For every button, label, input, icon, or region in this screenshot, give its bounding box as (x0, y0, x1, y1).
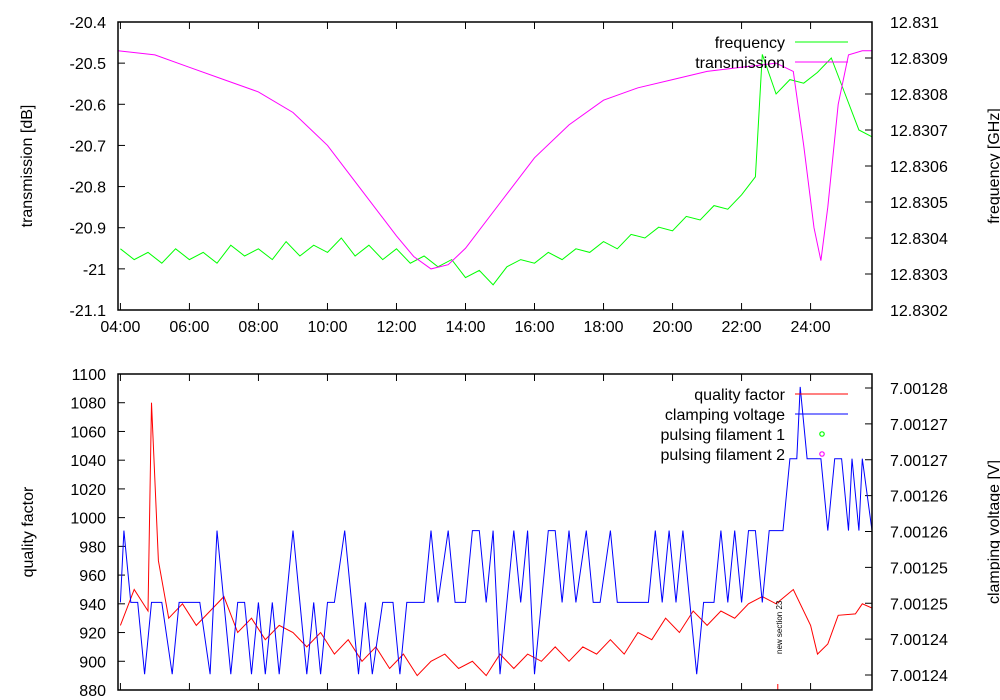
legend-label: pulsing filament 1 (660, 427, 785, 444)
y2-tick-label: 7.00125 (890, 560, 948, 577)
series-line-quality-factor (119, 402, 872, 677)
y2-tick-label: 12.8308 (890, 87, 948, 104)
plot-frame (117, 21, 873, 311)
y-axis-label: transmission [dB] (19, 105, 36, 228)
y-tick-label: 900 (79, 654, 106, 671)
y2-tick-label: 12.8302 (890, 303, 948, 320)
series-line-transmission (118, 50, 872, 270)
y-tick-label: 1040 (70, 453, 106, 470)
legend-marker (819, 451, 825, 457)
y-tick-label: 980 (79, 539, 106, 556)
plot-panel-2: 04:0006:0008:0010:0012:0014:0016:0018:00… (20, 367, 1000, 700)
plot-frame (117, 373, 873, 691)
y2-tick-label: 7.00127 (890, 453, 948, 470)
y-tick-label: -21 (83, 262, 106, 279)
y-tick-label: -21.1 (70, 303, 107, 320)
x-tick-label: 16:00 (514, 319, 554, 336)
y-tick-label: -20.6 (70, 97, 107, 114)
legend-marker (819, 431, 825, 437)
y-tick-label: -20.5 (70, 56, 107, 73)
y-tick-label: 1080 (70, 396, 106, 413)
y-tick-label: 1100 (72, 367, 107, 384)
y2-tick-label: 12.8307 (890, 123, 948, 140)
y2-tick-label: 7.00124 (890, 632, 948, 649)
legend-label: quality factor (694, 387, 785, 404)
y2-tick-label: 7.00126 (890, 489, 948, 506)
plot-panel-1: 04:00 06:00 08:00 10:00 12:00 14:00 16:00 18:00… (19, 15, 1000, 336)
y2-tick-label: 12.8305 (890, 195, 948, 212)
y2-tick-label: 7.00126 (890, 525, 948, 542)
y-tick-label: 1060 (70, 424, 106, 441)
y2-tick-label: 12.8303 (890, 267, 948, 284)
x-tick-label: 08:00 (238, 319, 278, 336)
x-tick-label: 04:00 (100, 319, 140, 336)
x-tick-label: 18:00 (584, 319, 624, 336)
x-tick-label: 24:00 (791, 319, 831, 336)
x-tick-label: 12:00 (376, 319, 416, 336)
x-tick-label: 10:00 (307, 319, 347, 336)
x-tick-label: 06:00 (169, 319, 209, 336)
x-tick-label: 22:00 (722, 319, 762, 336)
x-tick-label: 20:00 (653, 319, 693, 336)
y2-tick-label: 12.831 (890, 15, 939, 32)
y-tick-label: 880 (79, 683, 106, 700)
series-line-clamping-voltage (119, 386, 872, 675)
y-axis-label: quality factor (20, 486, 37, 577)
legend-label: transmission (695, 55, 785, 72)
annotation-label: new section 23 (775, 600, 784, 654)
y-tick-label: -20.4 (70, 15, 107, 32)
y-tick-label: 940 (79, 597, 106, 614)
y-tick-label: -20.7 (70, 138, 107, 155)
y-tick-label: 1000 (70, 511, 106, 528)
legend-label: frequency (715, 35, 785, 52)
y2-axis-label: clamping voltage [V] (986, 460, 1000, 604)
x-tick-label: 14:00 (445, 319, 485, 336)
y-tick-label: 960 (79, 568, 106, 585)
legend-label: pulsing filament 2 (660, 447, 785, 464)
y-tick-label: 1020 (70, 482, 106, 499)
y-tick-label: -20.8 (70, 180, 107, 197)
series-line-frequency (120, 54, 872, 286)
y2-tick-label: 12.8306 (890, 159, 948, 176)
legend-label: clamping voltage (665, 407, 785, 424)
y2-tick-label: 7.00127 (890, 417, 948, 434)
y2-tick-label: 7.00128 (890, 381, 948, 398)
y-tick-label: -20.9 (70, 221, 107, 238)
y2-tick-label: 12.8309 (890, 51, 948, 68)
y2-tick-label: 7.00125 (890, 596, 948, 613)
y-tick-label: 920 (79, 626, 106, 643)
y2-axis-label: frequency [GHz] (986, 108, 1000, 224)
y2-tick-label: 12.8304 (890, 231, 948, 248)
y2-tick-label: 7.00124 (890, 668, 948, 685)
